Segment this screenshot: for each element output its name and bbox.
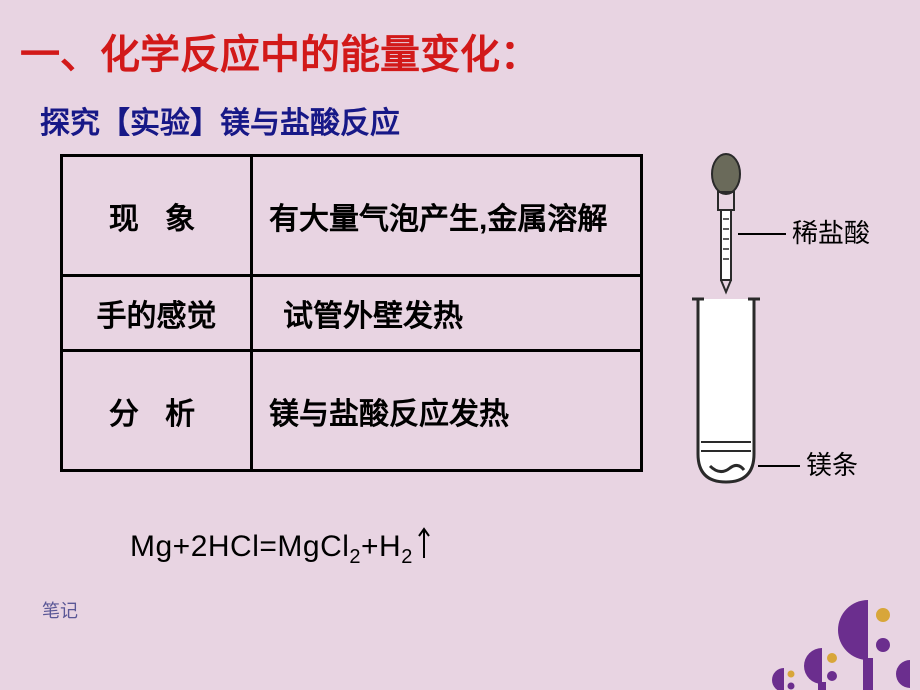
row-label: 现 象 [62, 156, 252, 276]
eq-sub: 2 [401, 546, 413, 568]
gas-arrow-icon [417, 526, 431, 560]
tube-label: 镁条 [806, 450, 858, 480]
experiment-diagram: 稀盐酸 镁条 [668, 144, 898, 504]
table-row: 现 象 有大量气泡产生,金属溶解 [62, 156, 642, 276]
table-row: 分 析 镁与盐酸反应发热 [62, 351, 642, 471]
row-label: 分 析 [62, 351, 252, 471]
chemical-equation: Mg+2HCl=MgCl2+H2 [0, 504, 920, 569]
row-value: 有大量气泡产生,金属溶解 [252, 156, 642, 276]
row-value: 试管外壁发热 [252, 276, 642, 351]
decorative-icon [750, 570, 920, 690]
eq-part: Mg+2HCl=MgCl [130, 530, 349, 563]
dropper-label: 稀盐酸 [792, 218, 870, 248]
row-label: 手的感觉 [62, 276, 252, 351]
table-row: 手的感觉 试管外壁发热 [62, 276, 642, 351]
row-value: 镁与盐酸反应发热 [252, 351, 642, 471]
content-row: 现 象 有大量气泡产生,金属溶解 手的感觉 试管外壁发热 分 析 镁与盐酸反应发… [0, 154, 920, 504]
page-title: 一、化学反应中的能量变化： [0, 0, 920, 90]
data-table: 现 象 有大量气泡产生,金属溶解 手的感觉 试管外壁发热 分 析 镁与盐酸反应发… [60, 154, 643, 472]
eq-sub: 2 [349, 546, 361, 568]
eq-part: +H [361, 530, 401, 563]
